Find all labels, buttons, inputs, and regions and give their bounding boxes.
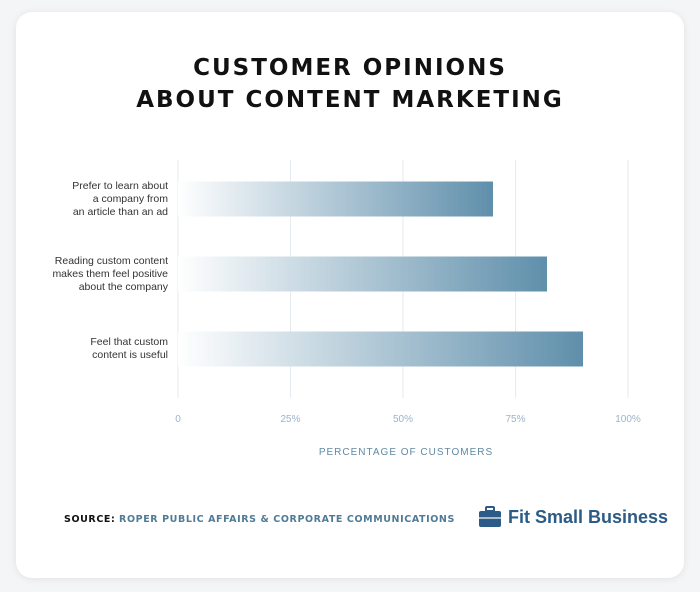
category-label-3: Feel that custom content is useful xyxy=(0,336,168,362)
category-label-line: makes them feel positive xyxy=(52,267,168,280)
bar-3 xyxy=(178,331,583,367)
category-label-line: Feel that custom xyxy=(90,336,168,348)
chart-card xyxy=(16,12,684,578)
bar-1 xyxy=(178,181,493,217)
source-org: ROPER PUBLIC AFFAIRS & CORPORATE COMMUNI… xyxy=(119,514,455,525)
source-note: SOURCE: ROPER PUBLIC AFFAIRS & CORPORATE… xyxy=(64,514,455,525)
category-label-line: Prefer to learn about xyxy=(72,179,168,192)
category-label-line: an article than an ad xyxy=(72,205,168,218)
category-label-1: Prefer to learn about a company from an ar… xyxy=(0,180,168,219)
category-label-line: Reading custom content xyxy=(54,254,168,267)
x-tick-label: 50% xyxy=(393,414,413,425)
source-label: SOURCE: xyxy=(64,514,116,525)
brand-logo: Fit Small Business xyxy=(478,504,668,530)
x-tick-label: 25% xyxy=(280,414,300,425)
brand-name: Fit Small Business xyxy=(508,506,669,527)
x-axis-label: PERCENTAGE OF CUSTOMERS xyxy=(318,447,494,458)
chart-title-line-2: ABOUT CONTENT MARKETING xyxy=(136,87,564,113)
x-tick-label: 0 xyxy=(175,414,181,425)
category-label-line: a company from xyxy=(92,192,168,205)
x-tick-label: 100% xyxy=(615,414,641,425)
category-label-line: content is useful xyxy=(92,349,168,361)
chart-title-line-1: CUSTOMER OPINIONS xyxy=(193,55,507,81)
chart-title: CUSTOMER OPINIONS ABOUT CONTENT MARKETIN… xyxy=(0,52,700,116)
bar-2 xyxy=(178,256,547,292)
category-label-line: about the company xyxy=(78,280,168,293)
briefcase-icon xyxy=(479,506,501,527)
category-label-2: Reading custom content makes them feel po… xyxy=(0,255,168,294)
x-tick-label: 75% xyxy=(505,414,525,425)
